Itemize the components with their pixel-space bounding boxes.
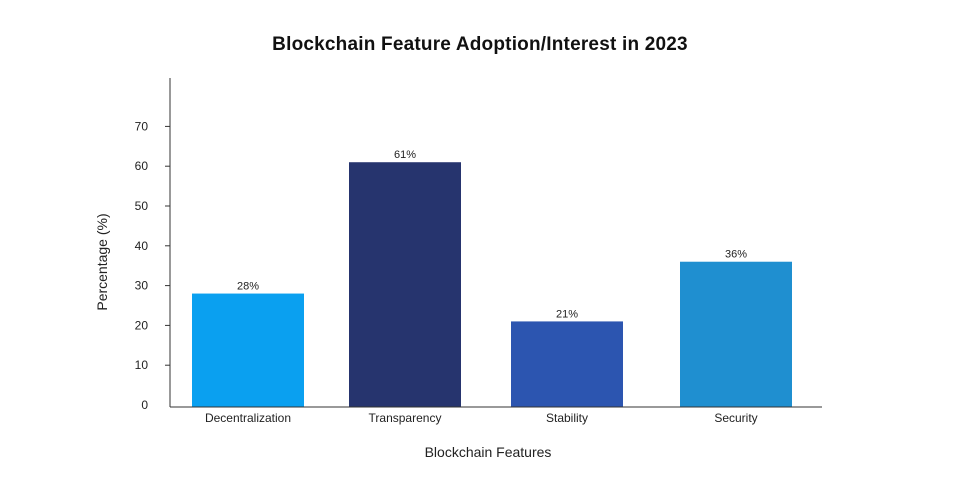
data-label-security: 36% xyxy=(725,249,747,261)
y-tick-label: 10 xyxy=(135,358,149,372)
x-axis-title: Blockchain Features xyxy=(425,444,552,460)
y-axis-title: Percentage (%) xyxy=(94,213,110,310)
bar-transparency xyxy=(349,162,461,407)
bar-decentralization xyxy=(192,293,304,407)
category-label-decentralization: Decentralization xyxy=(205,411,291,425)
y-tick-label: 60 xyxy=(135,159,149,173)
y-tick-label: 20 xyxy=(135,318,149,332)
bar-stability xyxy=(511,321,623,407)
y-tick-label: 30 xyxy=(135,279,149,293)
y-tick-label: 70 xyxy=(135,119,149,133)
bar-security xyxy=(680,261,792,407)
bars xyxy=(192,162,792,407)
category-label-security: Security xyxy=(714,411,757,425)
category-label-transparency: Transparency xyxy=(369,411,442,425)
category-labels: Decentralization Transparency Stability Sec… xyxy=(205,411,758,425)
y-tick-label: 0 xyxy=(141,398,148,412)
chart-title: Blockchain Feature Adoption/Interest in … xyxy=(272,34,688,55)
y-tick-label: 40 xyxy=(135,239,149,253)
category-label-stability: Stability xyxy=(546,411,588,425)
y-tick-label: 50 xyxy=(135,199,149,213)
data-label-transparency: 61% xyxy=(394,149,416,161)
data-labels: 28% 61% 21% 36% xyxy=(237,149,747,320)
data-label-stability: 21% xyxy=(556,308,578,320)
y-axis-ticks: 0 10 20 30 40 50 60 70 xyxy=(135,119,170,412)
data-label-decentralization: 28% xyxy=(237,281,259,293)
